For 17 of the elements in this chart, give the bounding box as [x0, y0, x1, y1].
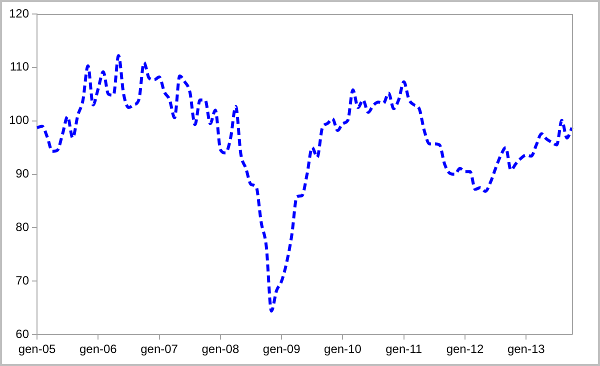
- line-series: [36, 54, 574, 313]
- x-tick-label: gen-06: [79, 342, 118, 356]
- x-tick-label: gen-08: [202, 342, 240, 356]
- x-tick-label: gen-13: [507, 342, 546, 356]
- y-tick-label: 80: [16, 220, 30, 234]
- x-tick-label: gen-07: [140, 342, 178, 356]
- y-tick-label: 100: [8, 113, 30, 128]
- y-tick-label: 120: [8, 6, 30, 20]
- x-tick-label: gen-10: [324, 342, 362, 356]
- y-tick-label: 90: [16, 166, 30, 181]
- x-tick-label: gen-05: [18, 342, 56, 356]
- y-tick-label: 110: [10, 60, 30, 74]
- x-tick-label: gen-11: [386, 342, 422, 356]
- x-tick-label: gen-09: [262, 342, 301, 356]
- y-tick-label: 60: [16, 326, 30, 341]
- x-tick-label: gen-12: [446, 342, 484, 356]
- y-tick-label: 70: [16, 273, 30, 288]
